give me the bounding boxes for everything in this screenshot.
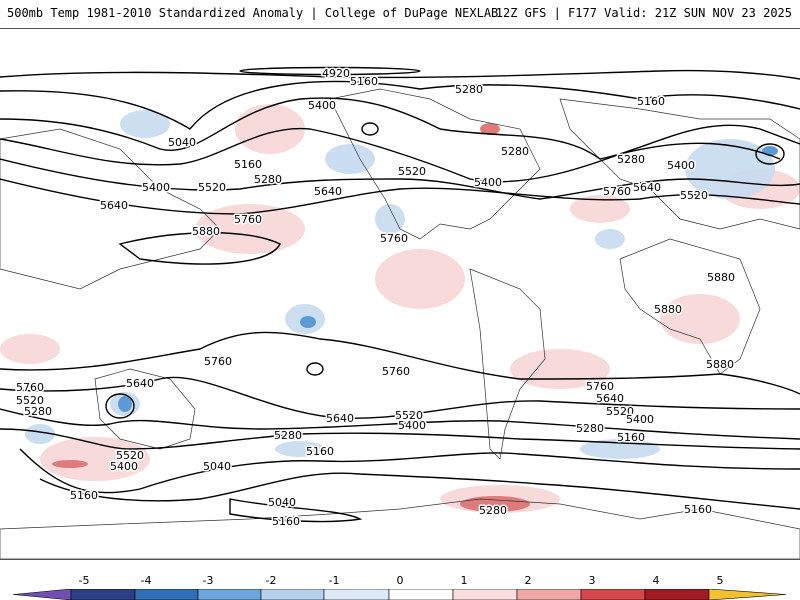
- colorbar-tick-label: -4: [140, 574, 152, 587]
- contour-label: 5040: [203, 460, 231, 473]
- colorbar-segment: [70, 589, 136, 600]
- contour-label: 5400: [667, 159, 695, 172]
- contour-label: 5400: [474, 176, 502, 189]
- contour-label: 5520: [680, 189, 708, 202]
- contour-label: 5400: [626, 413, 654, 426]
- contour-label: 5520: [395, 409, 423, 422]
- contour-label: 5280: [24, 405, 52, 418]
- contour-label: 5280: [254, 173, 282, 186]
- colorbar-tick-label: 5: [716, 574, 724, 587]
- contour-label: 5280: [274, 429, 302, 442]
- model-run-label: 12Z GFS | F177 Valid: 21Z SUN NOV 23 202…: [495, 6, 792, 20]
- contour-label: 5040: [268, 496, 296, 509]
- colorbar-tick-label: 4: [652, 574, 660, 587]
- contour-label: 5280: [455, 83, 483, 96]
- contour-label: 5880: [192, 225, 220, 238]
- height-contours: [0, 66, 800, 523]
- contour-label: 5400: [110, 460, 138, 473]
- contour-label: 5760: [382, 365, 410, 378]
- contour-label: 5400: [142, 181, 170, 194]
- colorbar-tick-label: -5: [78, 574, 90, 587]
- colorbar-segment: [708, 589, 786, 600]
- contour-label: 5040: [168, 136, 196, 149]
- contour-label: 5160: [684, 503, 712, 516]
- contour-label: 5280: [576, 422, 604, 435]
- colorbar-tick-label: -2: [265, 574, 277, 587]
- contour-label: 5160: [350, 75, 378, 88]
- contour-label: 5160: [637, 95, 665, 108]
- colorbar-tick-label: 3: [588, 574, 596, 587]
- contour-labels: 4920 5160 5280 5160 5400 5040 5160 5280 …: [15, 66, 737, 530]
- contour-label: 5640: [596, 392, 624, 405]
- contour-label: 5640: [126, 377, 154, 390]
- colorbar-segment: [644, 589, 710, 600]
- contour-label: 5160: [234, 158, 262, 171]
- map-title: 500mb Temp 1981-2010 Standardized Anomal…: [7, 6, 499, 20]
- contour-label: 5760: [16, 381, 44, 394]
- anomaly-colorbar: [13, 589, 786, 600]
- contour-label: 5640: [326, 412, 354, 425]
- contour-label: 5520: [398, 165, 426, 178]
- contour-label: 5520: [16, 394, 44, 407]
- contour-label: 5160: [272, 515, 300, 528]
- colorbar-segment: [134, 589, 199, 600]
- contour-label: 5880: [654, 303, 682, 316]
- colorbar-segment: [516, 589, 582, 600]
- colorbar-segment: [197, 589, 262, 600]
- contour-label: 5160: [70, 489, 98, 502]
- colorbar-tick-label: 0: [396, 574, 404, 587]
- contour-label: 5760: [204, 355, 232, 368]
- contour-label: 5640: [100, 199, 128, 212]
- contour-label: 5280: [617, 153, 645, 166]
- contour-label: 5760: [380, 232, 408, 245]
- contour-label: 5520: [606, 405, 634, 418]
- anomaly-map: 4920 5160 5280 5160 5400 5040 5160 5280 …: [0, 66, 800, 559]
- contour-label: 5520: [198, 181, 226, 194]
- colorbar-tick-label: -3: [202, 574, 214, 587]
- colorbar-segment: [13, 589, 72, 600]
- contour-label: 5880: [706, 358, 734, 371]
- colorbar-segment: [388, 589, 454, 600]
- contour-label: 5760: [586, 380, 614, 393]
- contour-label: 5520: [116, 449, 144, 462]
- strong-warm-shading: [52, 123, 530, 512]
- contour-label: 5640: [314, 185, 342, 198]
- colorbar-segment: [452, 589, 518, 600]
- contour-label: 5280: [501, 145, 529, 158]
- contour-label: 5760: [603, 185, 631, 198]
- colorbar-tick-label: -1: [328, 574, 340, 587]
- contour-label: 5400: [308, 99, 336, 112]
- contour-label: 4920: [322, 67, 350, 80]
- colorbar-tick-label: 1: [460, 574, 468, 587]
- contour-label: 5400: [398, 419, 426, 432]
- colorbar-segment: [260, 589, 325, 600]
- colorbar-tick-label: 2: [524, 574, 532, 587]
- colorbar-segment: [323, 589, 390, 600]
- contour-label: 5640: [633, 181, 661, 194]
- map-panel: 4920 5160 5280 5160 5400 5040 5160 5280 …: [0, 28, 800, 560]
- contour-label: 5160: [617, 431, 645, 444]
- colorbar-segment: [580, 589, 646, 600]
- contour-label: 5280: [479, 504, 507, 517]
- contour-label: 5160: [306, 445, 334, 458]
- contour-label: 5880: [707, 271, 735, 284]
- contour-label: 5760: [234, 213, 262, 226]
